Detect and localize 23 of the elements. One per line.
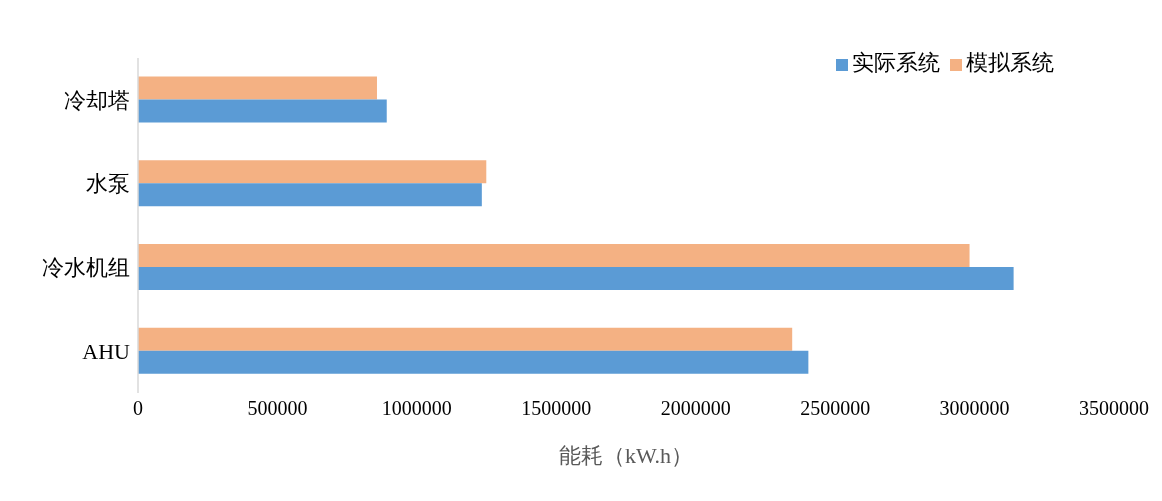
- bar: [138, 160, 487, 184]
- x-tick-label: 2000000: [660, 397, 731, 420]
- x-tick-label: 1000000: [381, 397, 452, 420]
- bar: [138, 350, 809, 374]
- x-tick-label: 2500000: [800, 397, 871, 420]
- x-tick-label: 500000: [247, 397, 308, 420]
- x-tick-label: 3000000: [939, 397, 1010, 420]
- y-tick-label: 冷却塔: [64, 87, 130, 113]
- y-tick-label: 冷水机组: [42, 255, 130, 281]
- legend-label: 模拟系统: [966, 50, 1054, 75]
- y-tick-label: 水泵: [86, 171, 130, 197]
- x-tick-label: 1500000: [521, 397, 592, 420]
- bar: [138, 243, 970, 267]
- bar: [138, 76, 377, 100]
- x-tick-label: 0: [133, 397, 143, 420]
- bar: [138, 183, 482, 207]
- x-axis-title: 能耗（kW.h）: [558, 443, 694, 468]
- x-tick-label: 3500000: [1079, 397, 1149, 420]
- legend-label: 实际系统: [852, 50, 940, 75]
- bar: [138, 266, 1014, 290]
- y-tick-label: AHU: [82, 338, 131, 364]
- bar: [138, 99, 387, 123]
- bar: [138, 327, 793, 351]
